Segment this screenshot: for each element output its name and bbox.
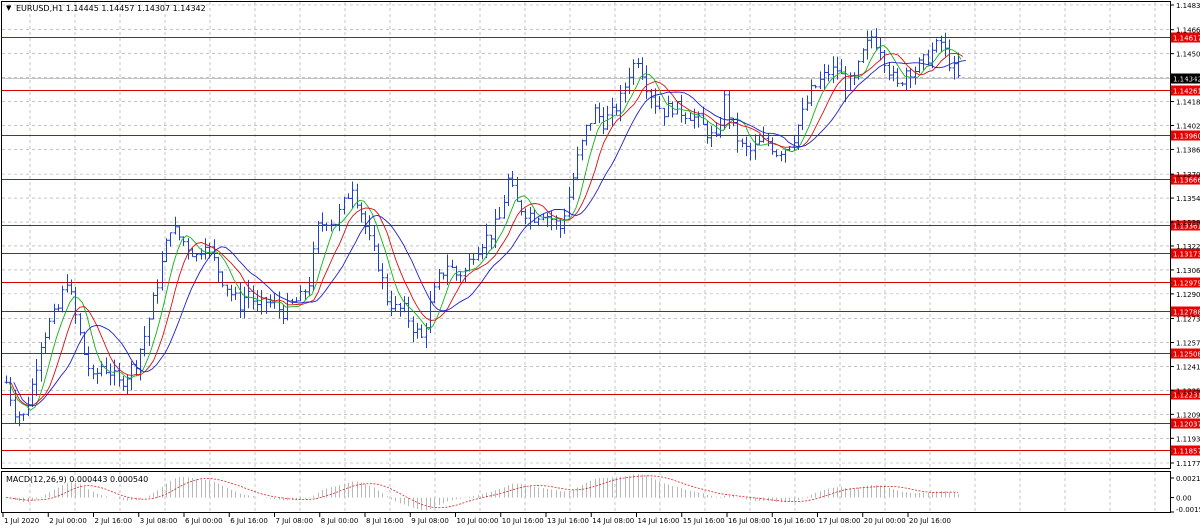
level-label: 1.12979 [1173, 280, 1200, 288]
level-label: 1.13361 [1173, 223, 1200, 231]
current-price-label: 1.14342 [1173, 76, 1200, 84]
level-label-bg [1171, 220, 1200, 231]
macd-title: MACD(12,26,9) 0.000443 0.000540 [6, 475, 148, 484]
x-tick-label: 10 Jul 16:00 [502, 517, 544, 525]
level-label-bg [1171, 248, 1200, 259]
y-tick-label: 1.11935 [1176, 435, 1200, 443]
y-tick-label: 1.12095 [1176, 411, 1200, 419]
y-tick-label: 1.12415 [1176, 363, 1200, 371]
level-label: 1.13173 [1173, 251, 1200, 259]
level-label-bg [1171, 306, 1200, 317]
y-tick-label: 1.12735 [1176, 316, 1200, 324]
level-label: 1.13960 [1173, 133, 1200, 141]
x-tick-label: 20 Jul 16:00 [909, 517, 951, 525]
current-price-bg [1171, 73, 1200, 84]
collapse-icon[interactable]: ▼ [6, 4, 12, 12]
x-tick-label: 6 Jul 16:00 [230, 517, 268, 525]
x-tick-label: 3 Jul 08:00 [140, 517, 178, 525]
x-tick-label: 8 Jul 00:00 [321, 517, 359, 525]
x-tick-label: 16 Jul 16:00 [773, 517, 815, 525]
level-label: 1.13666 [1173, 177, 1200, 185]
x-tick-label: 2 Jul 00:00 [49, 517, 87, 525]
x-tick-label: 20 Jul 00:00 [864, 517, 906, 525]
level-label: 1.12788 [1173, 309, 1200, 317]
candle-series [4, 28, 961, 427]
level-label-bg [1171, 389, 1200, 400]
y-tick-label: 1.12575 [1176, 340, 1200, 348]
y-tick-label: 1.12900 [1176, 291, 1200, 299]
level-label: 1.12508 [1173, 351, 1200, 359]
y-tick-label: 1.13220 [1176, 243, 1200, 251]
x-tick-label: 14 Jul 08:00 [592, 517, 634, 525]
level-label-bg [1171, 85, 1200, 96]
level-label: 1.14261 [1173, 88, 1200, 96]
x-tick-label: 8 Jul 16:00 [366, 517, 404, 525]
symbol-header: EURUSD,H1 1.14445 1.14457 1.14307 1.1434… [16, 4, 206, 13]
level-label: 1.12037 [1173, 421, 1200, 429]
ma-fast-line [8, 44, 962, 411]
y-tick-label: 1.14665 [1176, 27, 1200, 35]
x-tick-label: 16 Jul 08:00 [728, 517, 770, 525]
ma-mid-line [10, 52, 964, 407]
x-tick-label: 14 Jul 16:00 [638, 517, 680, 525]
level-label-bg [1171, 130, 1200, 141]
level-label: 1.12231 [1173, 392, 1200, 400]
macd-pane-frame [1, 471, 1171, 513]
x-tick-label: 15 Jul 16:00 [683, 517, 725, 525]
x-tick-label: 2 Jul 16:00 [95, 517, 133, 525]
x-tick-label: 6 Jul 00:00 [185, 517, 223, 525]
y-tick-label: 1.14830 [1176, 2, 1200, 10]
macd-signal-line [5, 475, 959, 509]
macd-tick-label: -0.00155 [1176, 506, 1200, 514]
moving-averages [8, 44, 966, 411]
grid-lines [2, 2, 1170, 512]
y-tick-label: 1.14185 [1176, 99, 1200, 107]
x-tick-label: 7 Jul 08:00 [276, 517, 314, 525]
y-tick-label: 1.14025 [1176, 122, 1200, 130]
ma-slow-line [13, 59, 966, 407]
level-label-bg [1171, 174, 1200, 185]
horizontal-levels: 1.14617 1.14261 1.13960 1.13666 1.13361 1.131… [2, 32, 1200, 456]
y-tick-label: 1.12255 [1176, 387, 1200, 395]
level-label-bg [1171, 277, 1200, 288]
y-tick-label: 1.14505 [1176, 51, 1200, 59]
time-axis: 1 Jul 2020 2 Jul 00:00 2 Jul 16:00 3 Jul 08… [2, 513, 951, 525]
level-label-bg [1171, 32, 1200, 43]
y-tick-label: 1.13380 [1176, 219, 1200, 227]
y-tick-label: 1.13540 [1176, 195, 1200, 203]
x-tick-label: 9 Jul 08:00 [411, 517, 449, 525]
y-tick-label: 1.14345 [1176, 75, 1200, 83]
x-tick-label: 10 Jul 00:00 [457, 517, 499, 525]
macd-indicator [5, 474, 959, 511]
price-axis: 1.14830 1.14665 1.14505 1.14345 1.14185 1.140… [1170, 2, 1200, 514]
macd-tick-label: 0.00 [1176, 495, 1192, 503]
y-tick-label: 1.13700 [1176, 171, 1200, 179]
level-label: 1.14617 [1173, 35, 1200, 43]
level-label-bg [1171, 418, 1200, 429]
macd-tick-label: 0.002103 [1176, 475, 1200, 483]
level-label-bg [1171, 348, 1200, 359]
level-label: 1.11857 [1173, 448, 1200, 456]
level-label-bg [1171, 445, 1200, 456]
x-tick-label: 17 Jul 08:00 [819, 517, 861, 525]
main-pane-frame [1, 1, 1171, 469]
x-tick-label: 1 Jul 2020 [4, 517, 39, 525]
y-tick-label: 1.13060 [1176, 267, 1200, 275]
x-tick-label: 13 Jul 16:00 [547, 517, 589, 525]
y-tick-label: 1.13865 [1176, 146, 1200, 154]
